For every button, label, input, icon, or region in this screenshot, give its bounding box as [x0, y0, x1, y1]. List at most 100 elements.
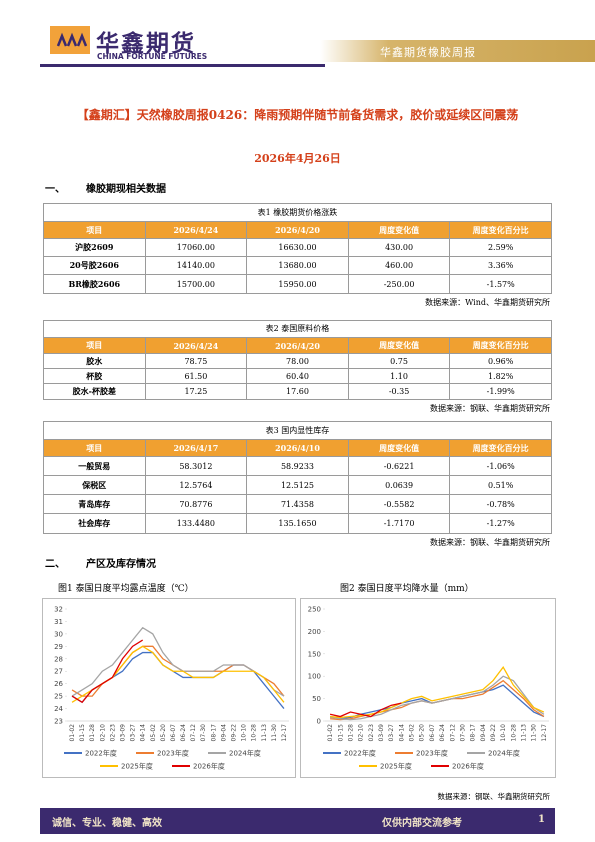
- series-line: [329, 702, 402, 718]
- y-tick-label: 25: [54, 693, 63, 701]
- x-tick-label: 07-12: [190, 724, 197, 742]
- header-cell: 项目: [44, 440, 146, 457]
- x-tick-label: 02-10: [358, 724, 365, 742]
- header-cell: 2026/4/20: [247, 222, 349, 239]
- table-cell: 1.82%: [450, 369, 551, 384]
- table-cell: 保税区: [44, 476, 146, 495]
- table-cell: BR橡胶2606: [44, 275, 146, 293]
- footer-notice: 仅供内部交流参考: [382, 818, 462, 829]
- x-tick-label: 03-09: [120, 724, 127, 742]
- y-tick-label: 150: [308, 650, 321, 658]
- table-row: 沪胶2609 17060.00 16630.00 430.00 2.59%: [44, 239, 551, 257]
- table-cell: 135.1650: [247, 514, 349, 533]
- table-cell: -0.35: [349, 384, 451, 399]
- x-tick-label: 01-15: [337, 724, 344, 742]
- table-cell: 71.4358: [247, 495, 349, 514]
- table-cell: 58.3012: [145, 457, 248, 476]
- table-cell: 14140.00: [145, 257, 248, 275]
- y-tick-label: 50: [312, 695, 321, 703]
- series-line: [71, 651, 285, 709]
- header-cell: 2026/4/24: [145, 222, 248, 239]
- table-cell: 2.59%: [450, 239, 551, 257]
- y-tick-label: 32: [54, 606, 63, 614]
- header-cell: 周度变化值: [348, 338, 451, 354]
- x-tick-label: 07-12: [449, 724, 456, 742]
- legend-label: 2022年度: [85, 749, 117, 758]
- x-tick-label: 10-28: [251, 724, 258, 742]
- table-cell: -1.7170: [349, 514, 451, 533]
- table-cell: 16630.00: [247, 239, 349, 257]
- table-cell: -0.6221: [348, 457, 451, 476]
- x-tick-label: 12-17: [541, 724, 548, 742]
- x-tick-label: 01-28: [89, 724, 96, 742]
- legend-label: 2024年度: [229, 749, 261, 758]
- source-note: 数据来源：Wind、华鑫期货研究所: [425, 298, 550, 307]
- table-cell: 12.5764: [145, 476, 248, 495]
- table-cell: 20号胶2606: [44, 257, 146, 275]
- x-tick-label: 04-14: [398, 724, 405, 742]
- x-tick-label: 06-07: [170, 724, 177, 742]
- x-tick-label: 09-04: [480, 724, 487, 742]
- table-cell: 70.8776: [145, 495, 248, 514]
- table-cell: 青岛库存: [44, 495, 146, 514]
- x-tick-label: 08-17: [210, 724, 217, 742]
- x-tick-label: 05-20: [160, 724, 167, 742]
- header-cell: 周度变化值: [348, 440, 451, 457]
- table-caption: 表1 橡胶期货价格涨跌: [44, 204, 551, 222]
- table-cell: 1.10: [348, 369, 451, 384]
- x-tick-label: 11-30: [531, 724, 538, 742]
- x-tick-label: 08-17: [470, 724, 477, 742]
- legend-label: 2025年度: [121, 762, 153, 771]
- x-tick-label: 01-28: [347, 724, 354, 742]
- data-table: 表1 橡胶期货价格涨跌 项目 2026/4/24 2026/4/20 周度变化值 周度变化…: [43, 203, 552, 294]
- table-cell: 0.0639: [348, 476, 451, 495]
- table-cell: 460.00: [348, 257, 451, 275]
- x-tick-label: 11-13: [261, 724, 268, 742]
- legend-label: 2026年度: [452, 762, 484, 771]
- table-caption: 表3 国内显性库存: [44, 422, 551, 440]
- header-cell: 2026/4/17: [145, 440, 248, 457]
- section-number: 一、: [45, 184, 65, 195]
- logo-english: CHINA FORTUNE FUTURES: [97, 52, 208, 61]
- table-cell: 胶水: [44, 354, 146, 369]
- x-tick-label: 10-10: [241, 724, 248, 742]
- section-number: 二、: [45, 559, 65, 570]
- x-tick-label: 12-17: [281, 724, 288, 742]
- y-tick-label: 23: [54, 718, 63, 726]
- report-date: 2026年4月26日: [254, 152, 341, 165]
- table-cell: 430.00: [348, 239, 451, 257]
- table-cell: 3.36%: [450, 257, 551, 275]
- x-tick-label: 06-24: [180, 724, 187, 742]
- x-tick-label: 09-22: [490, 724, 497, 742]
- y-tick-label: 250: [308, 606, 321, 614]
- x-tick-label: 10-10: [500, 724, 507, 742]
- table-cell: -1.99%: [486, 387, 515, 396]
- header-row: 项目 2026/4/24 2026/4/20 周度变化值 周度变化百分比: [44, 222, 551, 239]
- x-tick-label: 09-22: [231, 724, 238, 742]
- table-cell: 60.40: [247, 369, 349, 384]
- table-cell: 13680.00: [247, 257, 349, 275]
- x-tick-label: 07-30: [459, 724, 466, 742]
- header-cell: 周度变化百分比: [450, 222, 551, 239]
- table-cell: 社会库存: [44, 514, 146, 533]
- table-cell: 61.50: [145, 369, 248, 384]
- data-table: 表2 泰国原料价格 项目 2026/4/24 2026/4/20 周度变化值 周度变化百分…: [43, 320, 552, 400]
- table-cell: 15700.00: [146, 275, 248, 293]
- table-cell: 17.60: [247, 384, 349, 399]
- table-cell: 0.51%: [450, 476, 551, 495]
- y-tick-label: 26: [54, 680, 63, 688]
- table-cell: -1.57%: [486, 279, 515, 289]
- table-caption: 表2 泰国原料价格: [44, 321, 551, 338]
- logo-icon: [50, 26, 90, 54]
- x-tick-label: 09-04: [220, 724, 227, 742]
- source-note: 数据来源：钢联、华鑫期货研究所: [437, 792, 551, 801]
- table-cell: 58.9233: [247, 457, 349, 476]
- logo-glyph: [56, 32, 88, 47]
- table-row: 胶水 78.75 78.00 0.75 0.96%: [44, 354, 551, 369]
- header-rule: [40, 64, 325, 67]
- x-tick-label: 06-24: [439, 724, 446, 742]
- header-cell: 2026/4/20: [247, 338, 349, 354]
- header-cell: 项目: [44, 222, 146, 239]
- x-tick-label: 05-02: [150, 724, 157, 742]
